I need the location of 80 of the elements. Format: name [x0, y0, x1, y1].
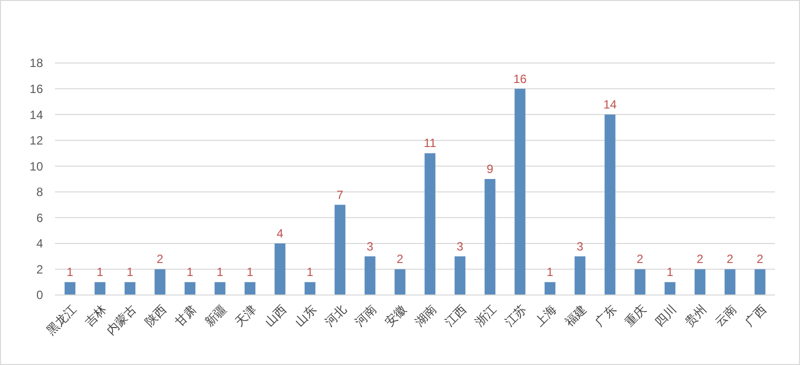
y-tick-label: 6 [36, 210, 44, 225]
x-tick-label: 福建 [562, 302, 590, 330]
data-label: 2 [726, 252, 734, 266]
x-tick-label: 四川 [652, 302, 680, 330]
bar [214, 282, 226, 295]
bar [754, 269, 766, 295]
bar [664, 282, 676, 295]
bar [454, 256, 466, 295]
data-label: 9 [486, 162, 494, 176]
x-tick-label: 甘肃 [172, 302, 200, 330]
x-tick-label: 广西 [742, 302, 770, 330]
data-label: 2 [156, 252, 164, 266]
data-label: 14 [603, 98, 617, 112]
x-tick-label: 天津 [232, 302, 260, 330]
data-label: 1 [96, 265, 104, 280]
bar [574, 256, 586, 295]
y-tick-label: 14 [30, 108, 44, 122]
bar [64, 282, 76, 295]
data-label: 11 [424, 136, 437, 150]
data-label: 1 [126, 265, 134, 280]
x-tick-label: 广东 [592, 302, 620, 330]
y-tick-label: 12 [30, 134, 44, 148]
bar [124, 282, 136, 295]
data-label: 7 [336, 188, 344, 202]
bar [634, 269, 646, 295]
x-tick-label: 云南 [712, 302, 740, 330]
bar [304, 282, 316, 295]
x-tick-label: 重庆 [622, 302, 650, 330]
data-label: 1 [216, 265, 224, 280]
y-tick-label: 2 [36, 262, 44, 276]
x-tick-label: 湖南 [412, 302, 440, 330]
x-tick-label: 江苏 [502, 302, 530, 330]
x-tick-label: 上海 [532, 302, 560, 330]
x-tick-label: 浙江 [472, 302, 500, 330]
bar [184, 282, 196, 295]
x-tick-label: 陕西 [142, 302, 170, 330]
data-label: 2 [756, 252, 764, 266]
data-label: 2 [696, 252, 704, 266]
x-tick-label: 新疆 [202, 302, 230, 330]
data-label: 1 [186, 265, 194, 280]
data-label: 1 [666, 265, 674, 280]
bar [544, 282, 556, 295]
data-label: 4 [276, 226, 284, 240]
x-tick-label: 黑龙江 [44, 302, 80, 338]
data-label: 1 [66, 265, 74, 280]
bar [334, 204, 346, 295]
data-label: 1 [306, 265, 314, 280]
data-label: 3 [576, 239, 584, 254]
y-tick-label: 4 [36, 236, 44, 251]
bar [604, 114, 616, 295]
y-tick-label: 10 [30, 159, 44, 174]
bar [724, 269, 736, 295]
data-label: 16 [513, 72, 527, 86]
x-tick-label: 河南 [352, 302, 380, 330]
bar [394, 269, 406, 295]
data-label: 3 [366, 239, 374, 254]
x-tick-label: 河北 [322, 302, 350, 330]
x-tick-label: 贵州 [682, 302, 710, 330]
x-tick-label: 安徽 [382, 302, 410, 330]
data-label: 2 [396, 252, 404, 266]
bar [274, 243, 286, 295]
x-tick-label: 江西 [442, 302, 470, 330]
y-tick-label: 0 [36, 288, 44, 302]
bar [94, 282, 106, 295]
data-label: 3 [456, 239, 464, 254]
data-label: 2 [636, 252, 644, 266]
x-tick-label: 山东 [292, 302, 320, 330]
y-tick-label: 8 [36, 185, 44, 200]
x-tick-label: 山西 [262, 302, 290, 330]
bar [484, 179, 496, 295]
bar [424, 153, 436, 295]
bar [514, 88, 526, 295]
bar [694, 269, 706, 295]
bar [244, 282, 256, 295]
bar [364, 256, 376, 295]
y-tick-label: 16 [30, 82, 44, 96]
bar [154, 269, 166, 295]
data-label: 1 [246, 265, 254, 280]
data-label: 1 [546, 265, 554, 280]
y-tick-label: 18 [30, 56, 44, 70]
